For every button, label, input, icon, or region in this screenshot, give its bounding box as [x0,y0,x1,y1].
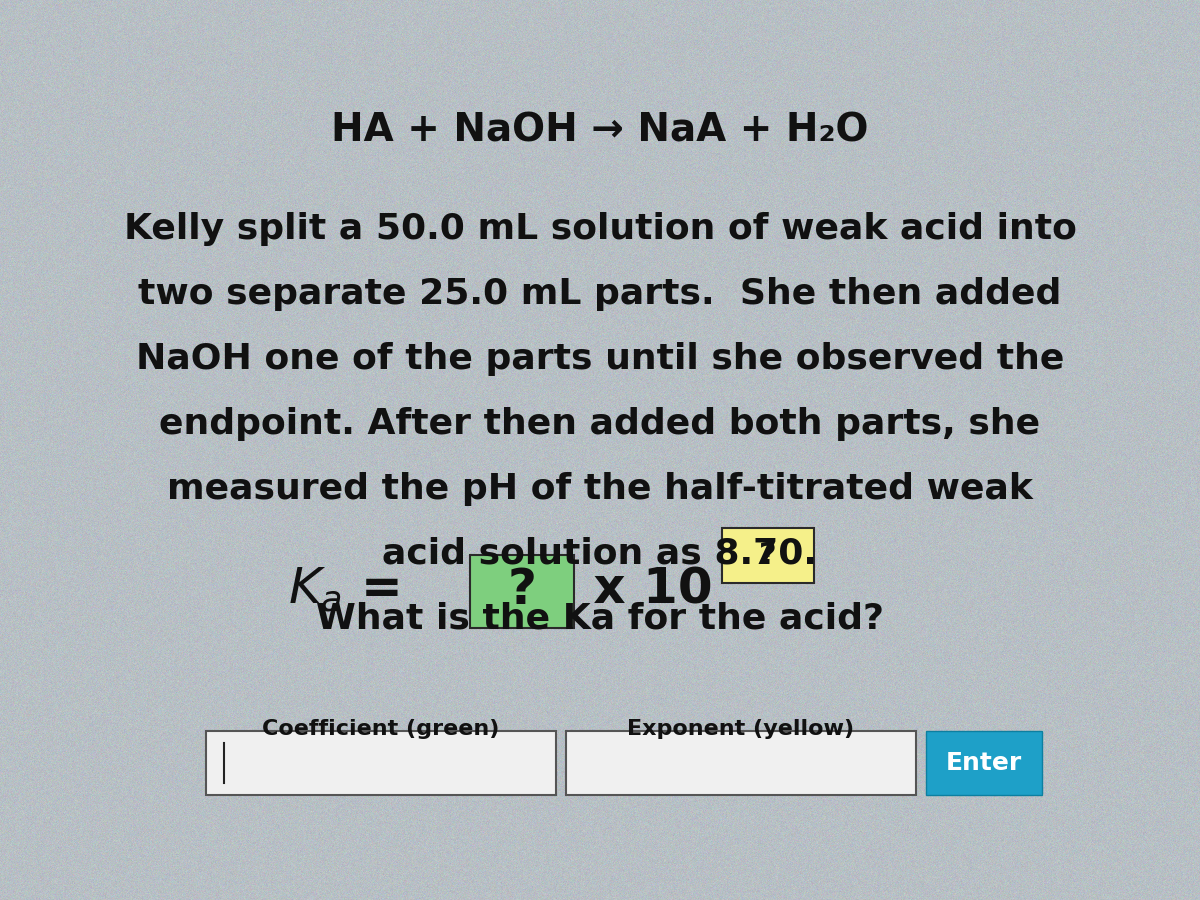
FancyBboxPatch shape [926,731,1042,795]
FancyBboxPatch shape [722,528,814,583]
Text: Kelly split a 50.0 mL solution of weak acid into: Kelly split a 50.0 mL solution of weak a… [124,212,1076,247]
Text: Exponent (yellow): Exponent (yellow) [628,719,854,739]
FancyBboxPatch shape [206,731,556,795]
Text: $K_a$ =: $K_a$ = [288,565,404,614]
Text: ?: ? [760,541,776,571]
Text: x 10: x 10 [576,565,713,614]
Text: HA + NaOH → NaA + H₂O: HA + NaOH → NaA + H₂O [331,112,869,149]
Text: Coefficient (green): Coefficient (green) [263,719,499,739]
FancyBboxPatch shape [470,555,574,628]
Text: What is the Ka for the acid?: What is the Ka for the acid? [316,601,884,635]
Text: acid solution as 8.70.: acid solution as 8.70. [383,536,817,571]
FancyBboxPatch shape [566,731,916,795]
Text: endpoint. After then added both parts, she: endpoint. After then added both parts, s… [160,407,1040,441]
Text: Enter: Enter [946,751,1022,775]
Text: ?: ? [508,565,536,614]
Text: NaOH one of the parts until she observed the: NaOH one of the parts until she observed… [136,342,1064,376]
Text: two separate 25.0 mL parts.  She then added: two separate 25.0 mL parts. She then add… [138,277,1062,311]
Text: measured the pH of the half-titrated weak: measured the pH of the half-titrated wea… [167,472,1033,506]
